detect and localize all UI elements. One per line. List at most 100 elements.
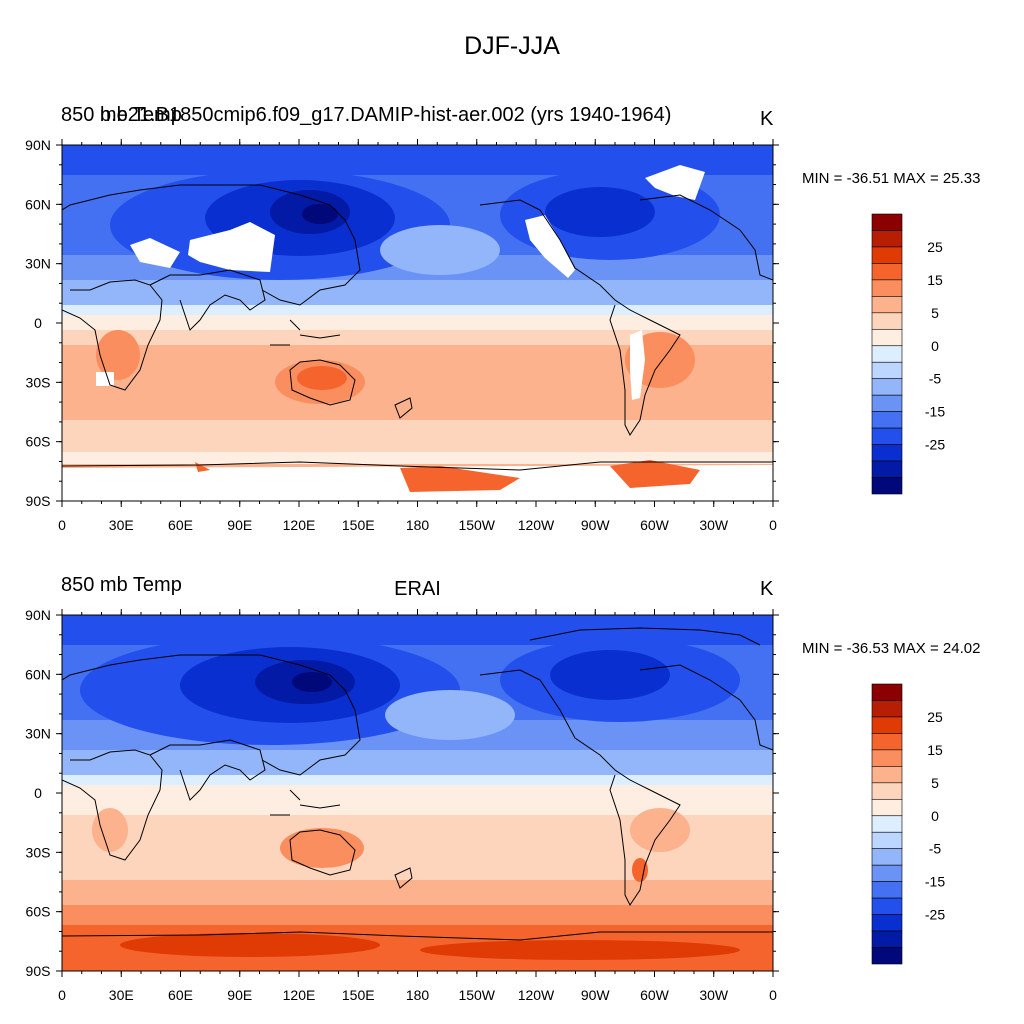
colorbar-label: 15 <box>927 272 943 288</box>
colorbar-swatch <box>871 947 903 965</box>
colorbar-swatch <box>871 378 903 396</box>
lon-tick-label: 180 <box>406 517 430 533</box>
colorbar-label: 25 <box>927 239 943 255</box>
panel2-units: K <box>760 578 774 600</box>
colorbar-label: 0 <box>931 808 939 824</box>
colorbar-label: 0 <box>931 338 939 354</box>
colorbar-swatch <box>871 930 903 948</box>
colorbar-swatch <box>871 782 903 800</box>
panel1-map <box>62 145 773 501</box>
lon-tick-label: 60W <box>640 987 670 1003</box>
lon-tick-label: 60E <box>168 517 193 533</box>
colorbar-swatch <box>871 361 903 380</box>
lat-tick-label: 30S <box>26 844 51 860</box>
colorbar-label: 5 <box>931 305 939 321</box>
lon-tick-label: 120E <box>283 987 316 1003</box>
panel1-coastlines <box>62 184 773 471</box>
panel2-variable-label: 850 mb Temp <box>61 574 182 596</box>
lat-tick-label: 30N <box>25 726 51 742</box>
lon-tick-label: 60W <box>640 517 670 533</box>
lon-tick-label: 30E <box>109 517 134 533</box>
colorbar-swatch <box>871 460 903 478</box>
lon-tick-label: 120E <box>283 517 316 533</box>
panel2-colorbar: 25 15 5 0 -5 -15 -25 <box>871 683 945 965</box>
colorbar-label: 25 <box>927 709 943 725</box>
axis-ticks: 90N 60N 30N 0 30S 60S 90S 0 30E 60E 90E 120E 150E 180… <box>25 137 779 1003</box>
lon-tick-label: 150E <box>342 517 375 533</box>
colorbar-label: -5 <box>929 841 942 857</box>
colorbar-label: -15 <box>925 874 945 890</box>
colorbar-swatch <box>871 831 903 850</box>
lat-tick-label: 90N <box>25 607 51 623</box>
lat-tick-label: 60S <box>26 434 51 450</box>
colorbar-swatch <box>871 749 903 767</box>
lat-tick-label: 0 <box>34 315 42 331</box>
colorbar-swatch <box>871 394 903 412</box>
lon-tick-label: 30W <box>699 517 729 533</box>
colorbar-swatch <box>871 345 903 363</box>
colorbar-swatch <box>871 848 903 866</box>
lon-tick-label: 120W <box>518 987 555 1003</box>
colorbar-swatch <box>871 296 903 314</box>
lon-tick-label: 90W <box>581 987 611 1003</box>
lat-tick-label: 0 <box>34 785 42 801</box>
panel1-minmax: MIN = -36.51 MAX = 25.33 <box>802 170 981 187</box>
colorbar-swatch <box>871 914 903 932</box>
colorbar-swatch <box>871 700 903 718</box>
panel2-minmax: MIN = -36.53 MAX = 24.02 <box>802 640 981 657</box>
colorbar-label: -5 <box>929 371 942 387</box>
colorbar-label: -25 <box>925 907 945 923</box>
lon-tick-label: 0 <box>769 517 777 533</box>
colorbar-swatch <box>871 864 903 882</box>
panel2-coastlines <box>62 627 773 941</box>
lon-tick-label: 90E <box>227 987 252 1003</box>
lat-tick-label: 60S <box>26 904 51 920</box>
lon-tick-label: 90W <box>581 517 611 533</box>
colorbar-swatch <box>871 328 903 347</box>
panel1-variable-label: 850 mb Temp <box>61 104 182 126</box>
colorbar-swatch <box>871 798 903 817</box>
panel2-case-label: ERAI <box>394 578 441 600</box>
panel1-units: K <box>760 108 774 130</box>
lon-tick-label: 0 <box>58 987 66 1003</box>
colorbar-swatch <box>871 815 903 833</box>
lon-tick-label: 30W <box>699 987 729 1003</box>
colorbar-swatch <box>871 881 903 899</box>
colorbar-swatch <box>871 897 903 915</box>
lon-tick-label: 150W <box>458 987 495 1003</box>
lon-tick-label: 180 <box>406 987 430 1003</box>
colorbar-label: 5 <box>931 775 939 791</box>
panel1-colorbar: 25 15 5 0 -5 -15 -25 <box>871 213 945 495</box>
lon-tick-label: 0 <box>769 987 777 1003</box>
lat-tick-label: 60N <box>25 196 51 212</box>
colorbar-swatch <box>871 411 903 429</box>
colorbar-label: -25 <box>925 437 945 453</box>
lat-tick-label: 90N <box>25 137 51 153</box>
lat-tick-label: 30N <box>25 256 51 272</box>
lat-tick-label: 90S <box>26 493 51 509</box>
colorbar-swatch <box>871 766 903 784</box>
colorbar-swatch <box>871 427 903 445</box>
lon-tick-label: 120W <box>518 517 555 533</box>
figure-title: DJF-JJA <box>464 32 560 60</box>
colorbar-label: -15 <box>925 404 945 420</box>
lat-tick-label: 30S <box>26 374 51 390</box>
lat-tick-label: 60N <box>25 666 51 682</box>
colorbar-swatch <box>871 279 903 297</box>
lon-tick-label: 60E <box>168 987 193 1003</box>
lat-tick-label: 90S <box>26 963 51 979</box>
lon-tick-label: 0 <box>58 517 66 533</box>
colorbar-swatch <box>871 683 903 701</box>
colorbar-swatch <box>871 733 903 751</box>
lon-tick-label: 90E <box>227 517 252 533</box>
lon-tick-label: 150W <box>458 517 495 533</box>
colorbar-swatch <box>871 263 903 281</box>
colorbar-label: 15 <box>927 742 943 758</box>
colorbar-swatch <box>871 716 903 734</box>
colorbar-swatch <box>871 213 903 231</box>
panel1-case-label: b.e21.B1850cmip6.f09_g17.DAMIP-hist-aer.… <box>100 104 672 126</box>
colorbar-swatch <box>871 230 903 248</box>
colorbar-swatch <box>871 312 903 330</box>
lon-tick-label: 150E <box>342 987 375 1003</box>
